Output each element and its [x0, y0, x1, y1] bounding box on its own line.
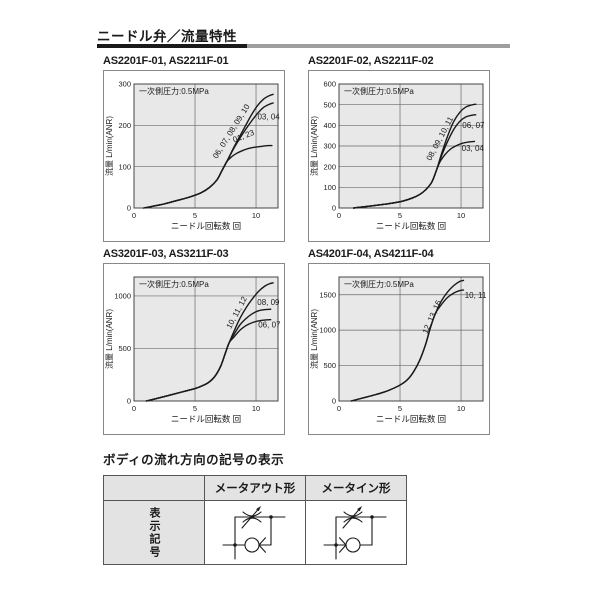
svg-text:0: 0 [127, 204, 131, 213]
svg-text:ニードル回転数 回: ニードル回転数 回 [171, 221, 241, 231]
chart-title: AS4201F-04, AS4211F-04 [308, 248, 434, 260]
flow-chart-as2201f-01: AS2201F-01, AS2211F-01 0 5 10 0 100 200 300 一次側… [103, 55, 285, 242]
svg-text:1000: 1000 [114, 292, 131, 301]
svg-text:0: 0 [332, 397, 336, 406]
svg-text:流量 L/min(ANR): 流量 L/min(ANR) [104, 116, 114, 176]
svg-text:03, 04: 03, 04 [462, 144, 485, 153]
title-underline-dark-segment [97, 44, 247, 48]
flow-chart-as2201f-02: AS2201F-02, AS2211F-02 0 5 10 0 100 200 300 400… [308, 55, 490, 242]
chart-frame: 0 5 10 0 500 1000 一次側圧力:0.5MPa ニードル回転数 回 流量 L/mi… [103, 263, 285, 435]
svg-text:5: 5 [398, 404, 402, 413]
flow-chart-plot: 0 5 10 0 500 1000 1500 一次側圧力:0.5MPa ニードル回転数 回 流量 … [309, 276, 487, 424]
svg-text:500: 500 [323, 100, 336, 109]
chart-frame: 0 5 10 0 100 200 300 一次側圧力:0.5MPa ニードル回転数 回流量 L/… [103, 70, 285, 242]
svg-text:10: 10 [252, 211, 260, 220]
meter-in-symbol-cell [305, 500, 407, 565]
meter-in-flow-symbol-icon [323, 505, 387, 560]
title-underline [97, 44, 510, 48]
svg-text:ニードル回転数 回: ニードル回転数 回 [171, 414, 241, 424]
column-header-meter-in: メータイン形 [305, 475, 407, 501]
svg-text:06, 07: 06, 07 [258, 321, 281, 330]
svg-text:1000: 1000 [319, 326, 336, 335]
svg-text:10, 11: 10, 11 [465, 291, 487, 300]
flow-chart-as4201f-04: AS4201F-04, AS4211F-04 0 5 10 0 500 1000 1500 一… [308, 248, 490, 435]
svg-text:0: 0 [332, 204, 336, 213]
svg-text:流量 L/min(ANR): 流量 L/min(ANR) [104, 309, 114, 369]
svg-text:100: 100 [118, 162, 131, 171]
svg-text:5: 5 [398, 211, 402, 220]
svg-text:一次側圧力:0.5MPa: 一次側圧力:0.5MPa [344, 86, 414, 96]
svg-text:0: 0 [127, 397, 131, 406]
svg-text:一次側圧力:0.5MPa: 一次側圧力:0.5MPa [139, 86, 209, 96]
svg-text:200: 200 [118, 121, 131, 130]
meter-out-flow-symbol-icon [222, 505, 286, 560]
chart-frame: 0 5 10 0 500 1000 1500 一次側圧力:0.5MPa ニードル回転数 回 流量 … [308, 263, 490, 435]
symbol-table: メータアウト形 メータイン形 表示記号 [103, 475, 407, 565]
svg-text:400: 400 [323, 121, 336, 130]
svg-text:06, 07: 06, 07 [462, 121, 485, 130]
chart-frame: 0 5 10 0 100 200 300 400 500 600 一次側圧力:0.5MPa ニードル回… [308, 70, 490, 242]
svg-text:500: 500 [323, 361, 336, 370]
svg-text:一次側圧力:0.5MPa: 一次側圧力:0.5MPa [344, 279, 414, 289]
svg-text:100: 100 [323, 183, 336, 192]
svg-text:03, 04: 03, 04 [257, 113, 280, 122]
chart-title: AS2201F-02, AS2211F-02 [308, 55, 434, 67]
svg-text:600: 600 [323, 80, 336, 89]
flow-chart-plot: 0 5 100100200300400500600一次側圧力:0.5MPaニードル回… [309, 80, 485, 231]
svg-text:1500: 1500 [319, 290, 336, 299]
flow-chart-as3201f-03: AS3201F-03, AS3211F-03 0 5 10 0 500 1000 一次側圧力… [103, 248, 285, 435]
flow-chart-plot: 0 5 10 0 500 1000 一次側圧力:0.5MPa ニードル回転数 回 流量 L/mi… [104, 276, 281, 424]
svg-text:ニードル回転数 回: ニードル回転数 回 [376, 414, 446, 424]
svg-text:0: 0 [337, 211, 341, 220]
svg-text:500: 500 [118, 344, 131, 353]
svg-text:200: 200 [323, 162, 336, 171]
svg-text:300: 300 [323, 142, 336, 151]
svg-text:08, 09: 08, 09 [257, 298, 280, 307]
svg-text:5: 5 [193, 211, 197, 220]
chart-title: AS3201F-03, AS3211F-03 [103, 248, 229, 260]
row-header-display-symbol: 表示記号 [103, 500, 205, 565]
column-header-meter-out: メータアウト形 [204, 475, 306, 501]
svg-text:10: 10 [457, 404, 465, 413]
meter-out-symbol-cell [204, 500, 306, 565]
svg-text:一次側圧力:0.5MPa: 一次側圧力:0.5MPa [139, 279, 209, 289]
page-title: ニードル弁／流量特性 [97, 29, 237, 44]
svg-text:10: 10 [252, 404, 260, 413]
symbol-table-corner-cell [103, 475, 205, 501]
svg-text:300: 300 [118, 80, 131, 89]
svg-text:5: 5 [193, 404, 197, 413]
chart-title: AS2201F-01, AS2211F-01 [103, 55, 229, 67]
svg-text:0: 0 [337, 404, 341, 413]
svg-text:ニードル回転数 回: ニードル回転数 回 [376, 221, 446, 231]
symbol-section-title: ボディの流れ方向の記号の表示 [103, 453, 285, 467]
svg-text:0: 0 [132, 211, 136, 220]
svg-text:10: 10 [457, 211, 465, 220]
svg-text:0: 0 [132, 404, 136, 413]
flow-direction-symbol-section: ボディの流れ方向の記号の表示 メータアウト形 メータイン形 表示記号 [103, 449, 407, 565]
svg-text:流量 L/min(ANR): 流量 L/min(ANR) [309, 116, 319, 176]
svg-text:流量 L/min(ANR): 流量 L/min(ANR) [309, 309, 319, 369]
